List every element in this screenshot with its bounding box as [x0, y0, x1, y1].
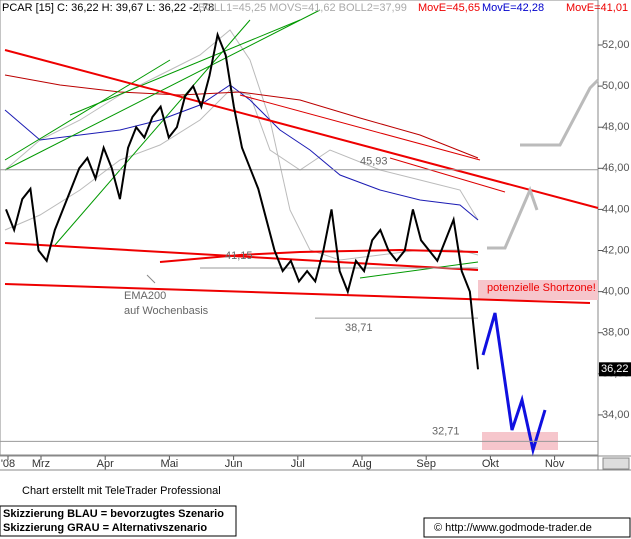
y-tick-label: 44,00	[602, 203, 630, 215]
y-tick-label: 40,00	[602, 286, 630, 298]
x-tick-label: Nov	[545, 458, 565, 470]
x-tick-label: Apr	[97, 458, 114, 470]
y-tick-label: 50,00	[602, 80, 630, 92]
level-label: 45,93	[360, 156, 388, 168]
annotation: potenzielle Shortzone!	[487, 282, 596, 294]
bollinger-band	[4, 29, 479, 261]
footer-note: Skizzierung BLAU = bevorzugtes Szenario	[3, 508, 224, 520]
level-label: 32,71	[432, 425, 460, 437]
x-tick-label: Mrz	[32, 458, 50, 470]
moving-average	[4, 74, 479, 159]
trend-line	[54, 19, 251, 246]
legend-box	[0, 505, 237, 537]
x-tick-label: Sep	[416, 458, 436, 470]
grey-scenario	[487, 185, 539, 250]
x-tick-label: Okt	[482, 458, 499, 470]
price-line	[5, 31, 479, 370]
header: MovE=45,65	[418, 2, 480, 14]
x-tick-label: Jun	[225, 458, 243, 470]
y-tick-label: 42,00	[602, 244, 630, 256]
header: MovE=42,28	[482, 2, 544, 14]
y-tick-label: 52,00	[602, 39, 630, 51]
arrow	[146, 274, 156, 284]
x-tick-label: Mai	[161, 458, 179, 470]
last-price-box	[599, 362, 631, 377]
level-label: 38,71	[345, 322, 373, 334]
trend-line	[69, 19, 301, 116]
trend-line	[4, 59, 171, 161]
annotation: EMA200	[124, 290, 166, 302]
trend-line	[4, 49, 599, 209]
header: MovE=41,01	[566, 2, 628, 14]
trend-line	[239, 94, 481, 161]
x-tick-label: Aug	[352, 458, 372, 470]
moving-average	[4, 84, 479, 221]
annotation: auf Wochenbasis	[124, 305, 209, 317]
ema200	[159, 248, 479, 263]
x-tick-label: '08	[1, 458, 15, 470]
header: BOLL1=45,25 MOVS=41,62 BOLL2=37,99	[198, 2, 407, 14]
footer-note: Skizzierung GRAU = Alternativszenario	[3, 522, 207, 534]
trend-line	[4, 283, 591, 304]
bollinger-band	[4, 89, 479, 231]
url-box	[423, 517, 631, 538]
y-tick-label: 34,00	[602, 409, 630, 421]
header: PCAR [15] C: 36,22 H: 39,67 L: 36,22 -2,…	[2, 2, 214, 14]
y-tick-label: 48,00	[602, 121, 630, 133]
blue-scenario	[481, 312, 547, 456]
icon	[602, 457, 630, 470]
trend-line	[389, 157, 506, 193]
trend-line	[359, 261, 479, 279]
level-label: 41,15	[225, 250, 253, 262]
last-price-label: 36,22	[601, 363, 629, 375]
footer-url: © http://www.godmode-trader.de	[434, 522, 592, 534]
trend-line	[4, 9, 321, 171]
short-zone	[478, 280, 598, 300]
y-tick-label: 46,00	[602, 162, 630, 174]
x-tick-label: Jul	[291, 458, 305, 470]
trend-line	[4, 242, 479, 271]
y-tick-label: 38,00	[602, 327, 630, 339]
grey-scenario	[520, 78, 600, 147]
footer-credit: Chart erstellt mit TeleTrader Profession…	[22, 485, 221, 497]
